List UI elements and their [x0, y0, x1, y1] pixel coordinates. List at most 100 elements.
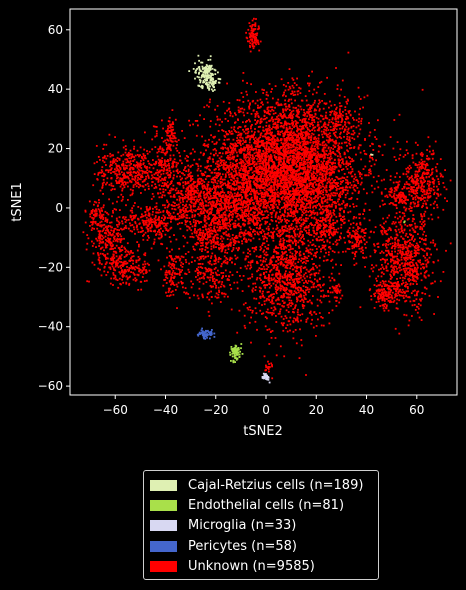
data-point	[244, 220, 247, 222]
data-point	[283, 131, 286, 134]
data-point	[312, 124, 314, 126]
data-point	[331, 163, 333, 166]
data-point	[337, 182, 339, 184]
data-point	[251, 163, 253, 165]
data-point	[293, 142, 296, 145]
data-point	[289, 165, 292, 168]
data-point	[308, 118, 310, 121]
data-point	[338, 188, 341, 190]
data-point	[301, 153, 303, 155]
data-point	[341, 79, 344, 82]
data-point	[314, 165, 317, 167]
data-point	[283, 294, 285, 297]
data-point	[289, 293, 291, 296]
data-point	[267, 176, 269, 179]
data-point	[338, 142, 341, 145]
data-point	[261, 229, 264, 231]
data-point	[305, 279, 307, 282]
data-point	[259, 134, 262, 136]
data-point	[297, 201, 300, 204]
data-point	[293, 293, 295, 296]
data-point	[331, 258, 334, 261]
data-point	[238, 171, 240, 174]
data-point	[279, 139, 282, 142]
data-point	[249, 193, 251, 195]
data-point	[310, 301, 313, 304]
data-point	[209, 125, 212, 128]
data-point	[251, 199, 254, 201]
data-point	[320, 250, 322, 253]
data-point	[325, 117, 328, 119]
data-point	[309, 205, 312, 208]
data-point	[220, 263, 223, 265]
data-point	[315, 255, 317, 258]
data-point	[216, 165, 219, 168]
data-point	[270, 337, 273, 339]
data-point	[294, 254, 297, 257]
data-point	[240, 186, 242, 189]
data-point	[314, 152, 317, 155]
data-point	[198, 158, 201, 161]
data-point	[353, 216, 355, 218]
data-point	[279, 246, 282, 249]
data-point	[376, 180, 378, 183]
data-point	[356, 187, 359, 189]
data-point	[282, 178, 284, 181]
data-point	[319, 168, 322, 170]
data-point	[257, 144, 259, 146]
data-point	[285, 185, 288, 188]
data-point	[241, 182, 243, 185]
data-point	[308, 185, 310, 188]
data-point	[272, 227, 275, 230]
data-point	[272, 309, 275, 312]
data-point	[307, 200, 310, 202]
data-point	[273, 174, 276, 177]
data-point	[158, 219, 160, 221]
data-point	[173, 208, 176, 211]
data-point	[315, 206, 317, 209]
data-point	[242, 121, 244, 124]
data-point	[283, 159, 285, 162]
data-point	[209, 157, 211, 160]
data-point	[295, 221, 298, 224]
data-point	[247, 99, 250, 102]
data-point	[353, 188, 356, 191]
data-point	[310, 123, 313, 125]
data-point	[332, 140, 335, 143]
data-point	[261, 210, 263, 213]
data-point	[257, 193, 260, 195]
data-point	[327, 129, 330, 131]
data-point	[282, 214, 284, 216]
data-point	[262, 135, 265, 138]
data-point	[348, 198, 351, 200]
data-point	[319, 166, 322, 169]
data-point	[264, 180, 267, 183]
data-point	[285, 128, 288, 131]
data-point	[284, 142, 287, 145]
data-point	[243, 149, 246, 152]
data-point	[256, 175, 258, 178]
data-point	[328, 157, 331, 159]
data-point	[262, 92, 265, 94]
data-point	[197, 200, 200, 203]
data-point	[285, 200, 288, 203]
data-point	[199, 151, 202, 154]
data-point	[272, 97, 274, 100]
data-point	[304, 256, 307, 259]
data-point	[288, 139, 291, 142]
data-point	[256, 166, 258, 169]
data-point	[289, 199, 292, 202]
data-point	[304, 149, 307, 152]
data-point	[223, 178, 226, 181]
data-point	[302, 301, 305, 303]
data-point	[362, 213, 364, 215]
data-point	[248, 106, 251, 109]
data-point	[292, 195, 295, 198]
data-point	[271, 146, 274, 148]
data-point	[241, 159, 244, 162]
data-point	[213, 201, 215, 204]
data-point	[285, 153, 288, 156]
data-point	[287, 137, 290, 139]
data-point	[252, 190, 255, 193]
data-point	[265, 155, 267, 158]
